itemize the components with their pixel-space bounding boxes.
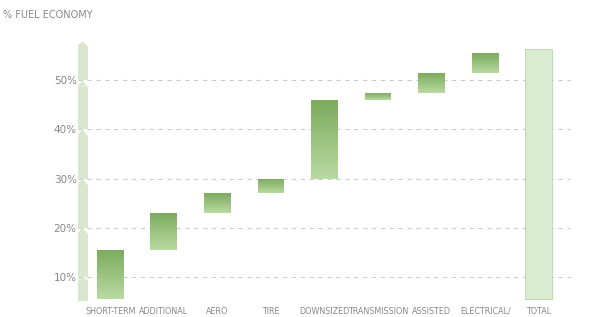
Polygon shape bbox=[77, 280, 88, 301]
Polygon shape bbox=[77, 234, 88, 277]
Polygon shape bbox=[77, 136, 88, 178]
Polygon shape bbox=[77, 46, 88, 81]
Polygon shape bbox=[77, 277, 88, 280]
Polygon shape bbox=[77, 87, 88, 129]
Polygon shape bbox=[77, 178, 88, 185]
Polygon shape bbox=[77, 41, 88, 46]
Polygon shape bbox=[77, 185, 88, 228]
Polygon shape bbox=[77, 129, 88, 136]
Polygon shape bbox=[77, 81, 88, 87]
Polygon shape bbox=[77, 228, 88, 234]
Text: % FUEL ECONOMY: % FUEL ECONOMY bbox=[3, 10, 93, 20]
FancyBboxPatch shape bbox=[525, 49, 552, 299]
